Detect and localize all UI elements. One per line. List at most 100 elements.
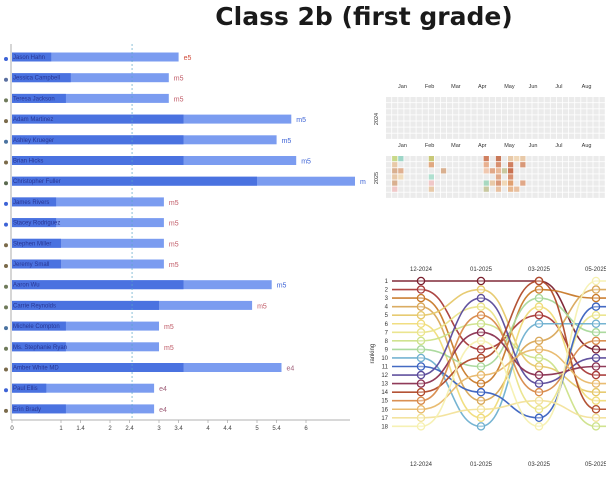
calendar-cell (465, 186, 471, 192)
series-point (534, 379, 544, 388)
calendar-cell (404, 162, 410, 168)
calendar-cell (514, 192, 520, 198)
series-point (476, 387, 486, 397)
calendar-cell (581, 109, 587, 115)
y-tick-label: 11 (382, 365, 389, 371)
calendar-cell (447, 174, 453, 180)
calendar-cell (459, 103, 465, 109)
calendar-cell (459, 162, 465, 168)
calendar-cell (471, 115, 477, 121)
calendar-cell (453, 97, 459, 103)
calendar-cell (398, 97, 404, 103)
calendar-cell (495, 192, 502, 198)
series-point (591, 345, 601, 354)
series-point (591, 379, 601, 388)
x-tick-label: 4 (206, 426, 210, 432)
y-tick-label: 3 (385, 296, 389, 302)
calendar-cell (575, 168, 581, 174)
calendar-cell (520, 115, 526, 121)
calendar-cell (483, 127, 489, 133)
series-point (476, 362, 486, 371)
calendar-cell (489, 174, 495, 180)
calendar-cell (556, 121, 563, 127)
calendar-cell (483, 133, 489, 139)
calendar-cell (434, 109, 441, 115)
year-label: 2025 (374, 172, 380, 184)
calendar-cell-active (428, 180, 434, 186)
calendar-cell-active (501, 180, 508, 186)
calendar-cell (483, 174, 489, 180)
month-label: Mar (451, 84, 461, 90)
bar-segment (12, 300, 159, 310)
calendar-cell (526, 192, 532, 198)
x-tick-label-bottom: 05-2025 (585, 462, 606, 468)
year-label: 2024 (374, 113, 380, 125)
calendar-cell (477, 192, 483, 198)
calendar-cell (599, 174, 605, 180)
calendar-cell (477, 109, 483, 115)
calendar-cell (416, 109, 422, 115)
calendar-cell (538, 162, 544, 168)
calendar-cell-active (495, 168, 502, 174)
calendar-cell (520, 127, 526, 133)
calendar-cell (465, 121, 471, 127)
series-point (416, 387, 426, 397)
calendar-cell (386, 162, 392, 168)
calendar-cell (581, 115, 587, 121)
calendar-cell (392, 192, 398, 198)
calendar-cell (471, 168, 477, 174)
calendar-cell (404, 180, 410, 186)
calendar-cell (440, 115, 447, 121)
calendar-cell (562, 127, 569, 133)
student-marker (4, 326, 8, 331)
calendar-cell (593, 133, 599, 139)
y-tick-label: 7 (385, 330, 389, 336)
calendar-cell (501, 103, 508, 109)
calendar-cell (386, 168, 392, 174)
month-label: Aug (582, 143, 592, 149)
calendar-cell-active (483, 156, 489, 162)
calendar-cell (447, 115, 453, 121)
series-line (392, 348, 606, 411)
bar-segment (12, 404, 66, 414)
student-marker (4, 201, 8, 206)
calendar-cell (526, 115, 532, 121)
calendar-cell (550, 109, 556, 115)
grade-label: m5 (282, 138, 292, 145)
calendar-cell (477, 186, 483, 192)
calendar-cell (489, 162, 495, 168)
calendar-cell (471, 180, 477, 186)
student-name-label: Jason Hahn (13, 55, 45, 61)
calendar-cell (428, 133, 434, 139)
calendar-cell (471, 186, 477, 192)
calendar-cell (392, 115, 398, 121)
calendar-cell (575, 180, 581, 186)
y-tick-label: 8 (385, 339, 389, 345)
calendar-cell (544, 109, 550, 115)
calendar-cell (422, 192, 428, 198)
month-label: Aug (582, 84, 592, 90)
calendar-cell-active (398, 174, 404, 180)
student-name-label: Carrie Reynolds (13, 303, 56, 309)
calendar-cell (520, 121, 526, 127)
bar-segment (12, 135, 184, 145)
calendar-cell (599, 121, 605, 127)
calendar-cell (398, 103, 404, 109)
calendar-cell (562, 156, 569, 162)
calendar-cell (465, 97, 471, 103)
calendar-cell (508, 115, 514, 121)
calendar-cell-active (398, 168, 404, 174)
calendar-cell (459, 192, 465, 198)
calendar-cell (471, 133, 477, 139)
calendar-cell (550, 121, 556, 127)
calendar-cell (544, 127, 550, 133)
calendar-cell (581, 180, 587, 186)
calendar-cell (410, 121, 416, 127)
calendar-cell-active (392, 162, 398, 168)
grade-label: m5 (301, 159, 311, 166)
calendar-cell (581, 186, 587, 192)
calendar-cell (471, 109, 477, 115)
calendar-cell (434, 103, 441, 109)
calendar-cell (459, 121, 465, 127)
calendar-cell-active (428, 174, 434, 180)
